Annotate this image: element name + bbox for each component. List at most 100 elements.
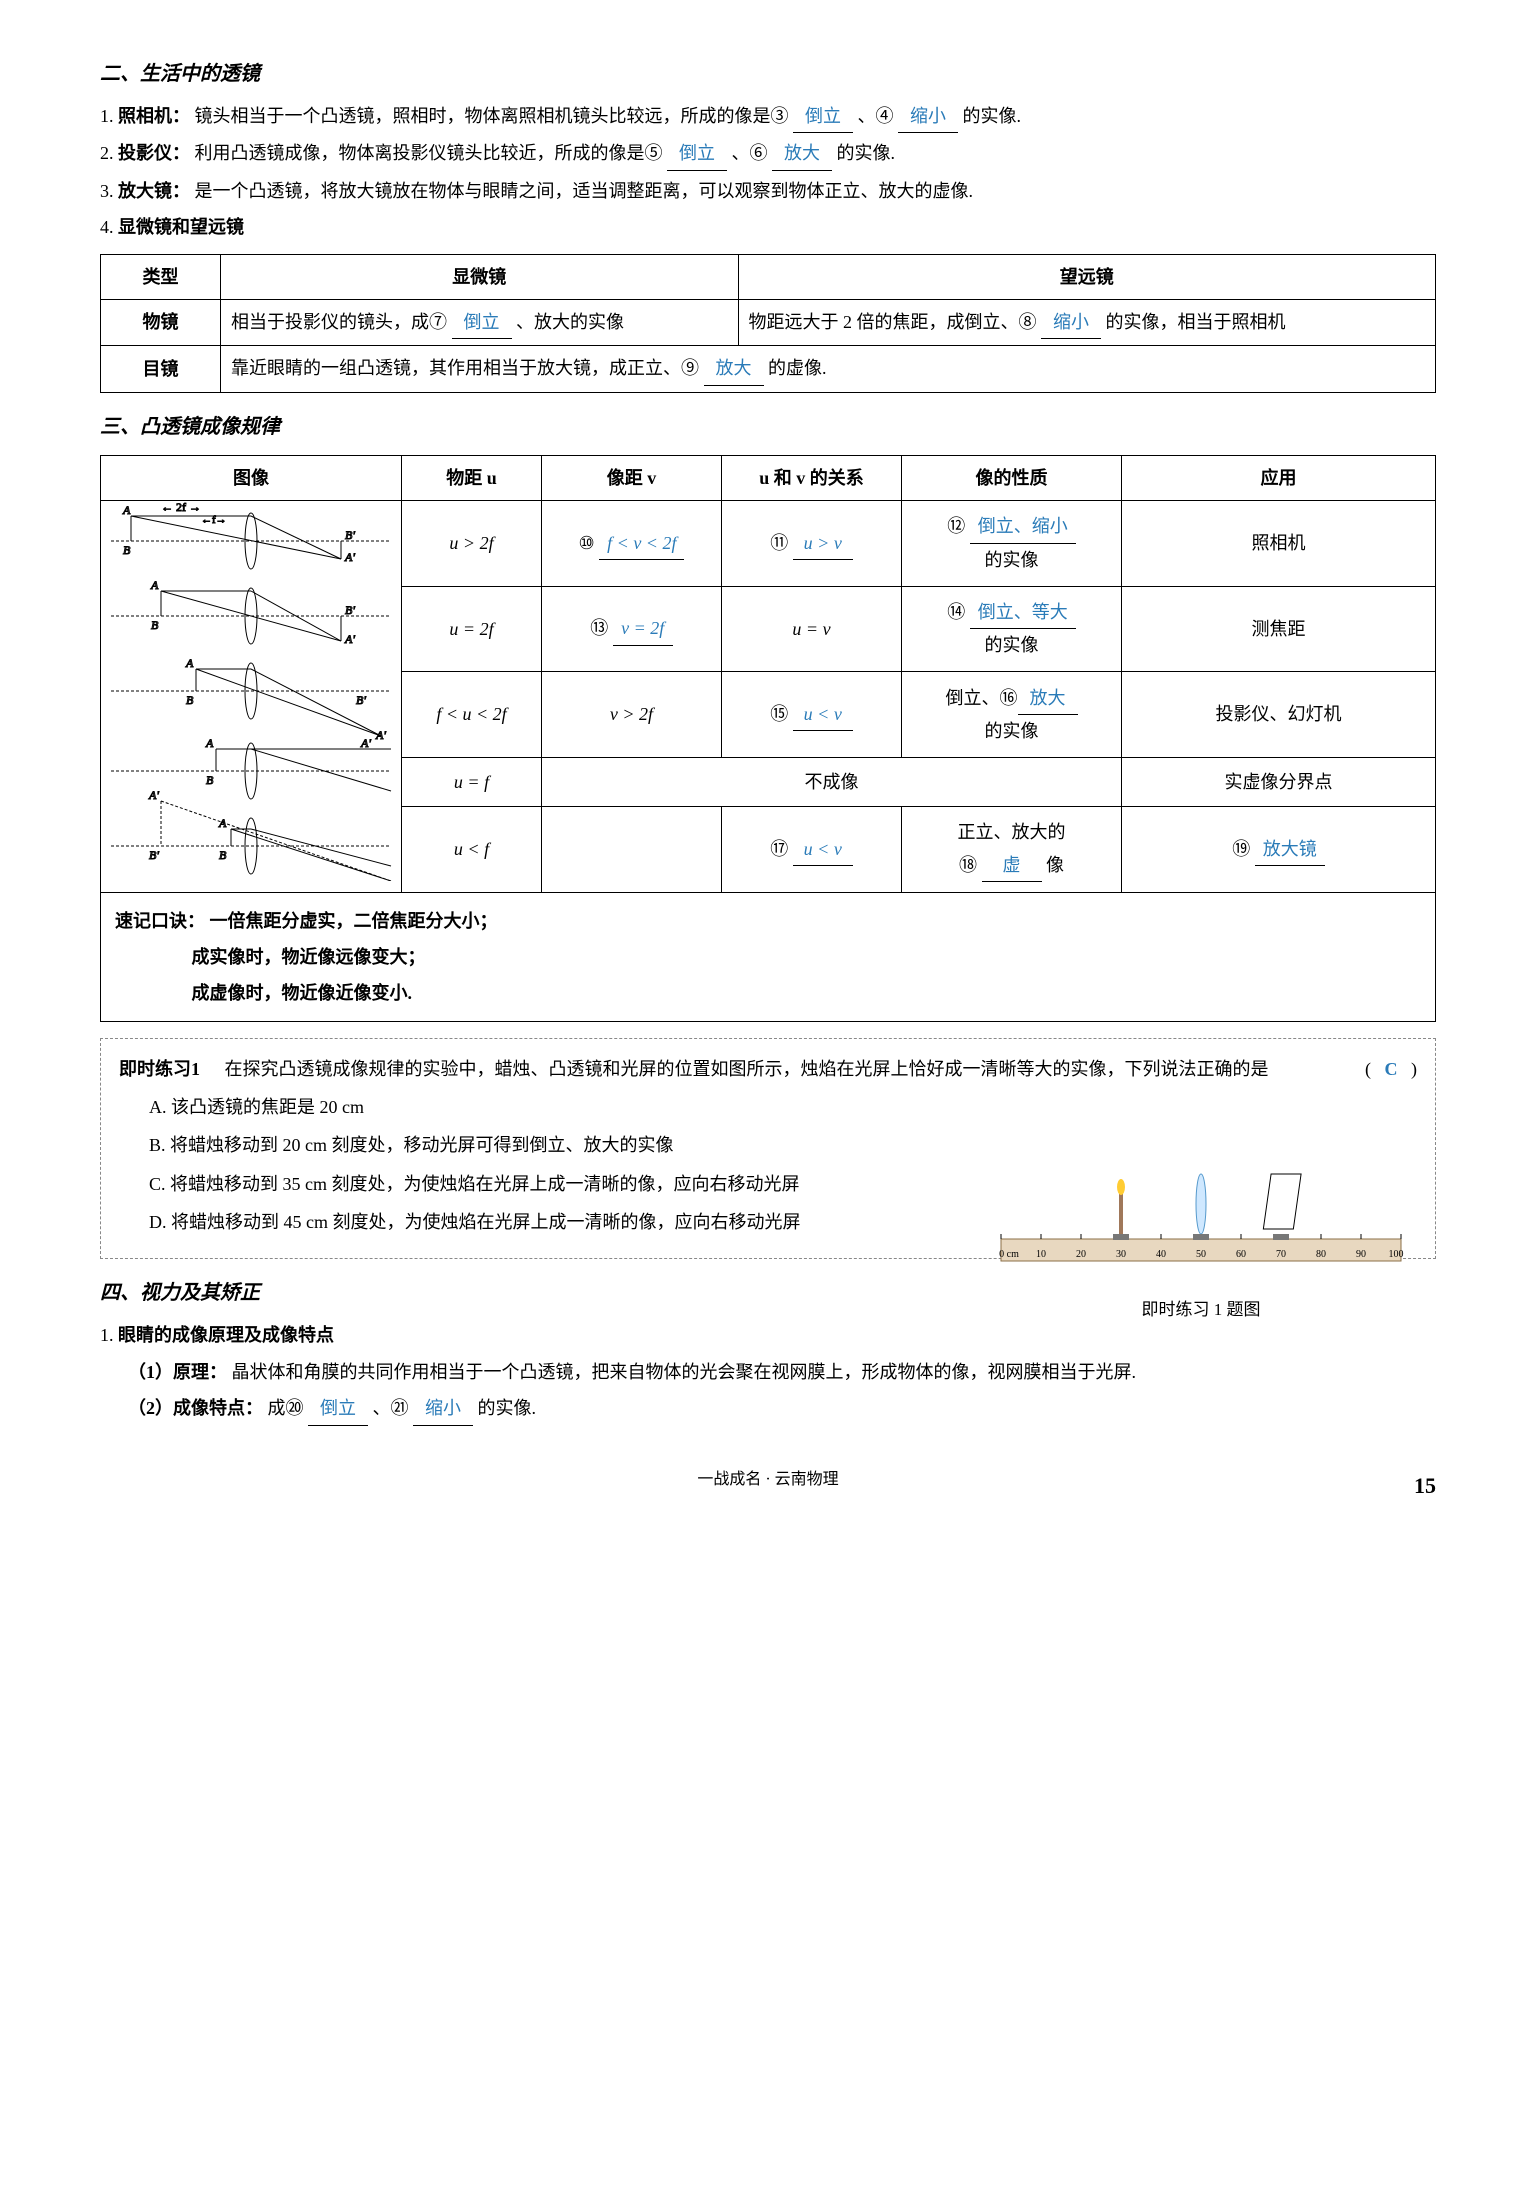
td-prop3: 倒立、⑯放大的实像 (902, 672, 1122, 758)
footer-text: 一战成名 · 云南物理 (697, 1471, 838, 1488)
td-rel2: u = v (722, 586, 902, 672)
svg-text:B': B' (345, 528, 355, 542)
svg-text:40: 40 (1156, 1249, 1166, 1260)
blank-19: 放大镜 (1255, 833, 1325, 866)
td-eyepiece: 目镜 (101, 346, 221, 392)
svg-text:A': A' (344, 550, 355, 564)
blank-5: 倒立 (667, 137, 727, 170)
svg-text:A': A' (344, 632, 355, 646)
svg-text:80: 80 (1316, 1249, 1326, 1260)
svg-text:←f→: ←f→ (201, 514, 227, 526)
td-v2: ⑬ v = 2f (542, 586, 722, 672)
optical-bench-diagram: 0 cm1020 304050 607080 90100 (991, 1139, 1411, 1279)
blank-11: u > v (793, 527, 853, 560)
text: 靠近眼睛的一组凸透镜，其作用相当于放大镜，成正立、⑨ (231, 358, 699, 378)
practice-1: 即时练习1 在探究凸透镜成像规律的实验中，蜡烛、凸透镜和光屏的位置如图所示，烛焰… (100, 1038, 1436, 1260)
paren-r: ) (1411, 1059, 1417, 1079)
blank-10: f < v < 2f (599, 527, 684, 560)
text: 利用凸透镜成像，物体离投影仪镜头比较近，所成的像是⑤ (195, 143, 663, 163)
svg-text:100: 100 (1389, 1249, 1404, 1260)
blank-18: 虚 (982, 849, 1042, 882)
svg-text:A: A (122, 503, 131, 517)
item-projector: 2. 投影仪： 利用凸透镜成像，物体离投影仪镜头比较近，所成的像是⑤ 倒立 、⑥… (100, 137, 1436, 170)
eye-principle: （1）原理： 晶状体和角膜的共同作用相当于一个凸透镜，把来自物体的光会聚在视网膜… (128, 1356, 1436, 1388)
svg-text:10: 10 (1036, 1249, 1046, 1260)
td-u4: u = f (402, 757, 542, 806)
th-v: 像距 v (542, 455, 722, 500)
label: 放大镜： (118, 181, 190, 201)
th-application: 应用 (1122, 455, 1436, 500)
td-rel5: ⑰ u < v (722, 806, 902, 892)
blank-12: 倒立、缩小 (970, 510, 1076, 543)
blank-6: 放大 (772, 137, 832, 170)
practice-figure: 0 cm1020 304050 607080 90100 即时练习 (991, 1139, 1411, 1326)
answer: C (1385, 1059, 1398, 1079)
blank-21: 缩小 (413, 1392, 473, 1425)
td-mnemonic: 速记口诀： 一倍焦距分虚实，二倍焦距分大小； 成实像时，物近像远像变大； 成虚像… (101, 892, 1436, 1021)
td-app1: 照相机 (1122, 501, 1436, 587)
section3-title: 三、凸透镜成像规律 (100, 409, 1436, 445)
label: 显微镜和望远镜 (118, 217, 244, 237)
tip-l3: 成虚像时，物近像近像变小. (192, 983, 413, 1003)
text: 、⑥ (732, 143, 768, 163)
svg-text:A: A (218, 816, 227, 830)
text: 的实像. (478, 1398, 537, 1418)
tip-l1: 一倍焦距分虚实，二倍焦距分大小； (210, 911, 498, 931)
svg-text:A': A' (375, 728, 386, 742)
svg-text:← 2f →: ← 2f → (161, 501, 201, 514)
text: 、放大的实像 (516, 312, 624, 332)
td-u1: u > 2f (402, 501, 542, 587)
td-v5 (542, 806, 722, 892)
tip-l2: 成实像时，物近像远像变大； (192, 947, 426, 967)
td-v3: v > 2f (542, 672, 722, 758)
option-d: D. 将蜡烛移动到 45 cm 刻度处，为使烛焰在光屏上成一清晰的像，应向右移动… (149, 1206, 849, 1238)
option-c: C. 将蜡烛移动到 35 cm 刻度处，为使烛焰在光屏上成一清晰的像，应向右移动… (149, 1168, 849, 1200)
eye-character: （2）成像特点： 成⑳ 倒立 、㉑ 缩小 的实像. (128, 1392, 1436, 1425)
label: 眼睛的成像原理及成像特点 (118, 1325, 334, 1345)
blank-7: 倒立 (452, 306, 512, 339)
item-magnifier: 3. 放大镜： 是一个凸透镜，将放大镜放在物体与眼睛之间，适当调整距离，可以观察… (100, 175, 1436, 207)
text: 的实像. (963, 106, 1022, 126)
th-type: 类型 (101, 254, 221, 299)
num: 3. (100, 181, 114, 201)
svg-text:50: 50 (1196, 1249, 1206, 1260)
svg-text:A': A' (360, 736, 371, 750)
text: 的实像，相当于照相机 (1106, 312, 1286, 332)
svg-text:B': B' (345, 603, 355, 617)
td-u2: u = 2f (402, 586, 542, 672)
num: 2. (100, 143, 114, 163)
td-u3: f < u < 2f (402, 672, 542, 758)
svg-text:B: B (151, 618, 159, 632)
text: 相当于投影仪的镜头，成⑦ (231, 312, 447, 332)
blank-13: v = 2f (613, 612, 673, 645)
label: （1）原理： (128, 1362, 227, 1382)
td-noimage: 不成像 (542, 757, 1122, 806)
td-prop1: ⑫ 倒立、缩小的实像 (902, 501, 1122, 587)
text: 物距远大于 2 倍的焦距，成倒立、⑧ (749, 312, 1037, 332)
blank-20: 倒立 (308, 1392, 368, 1425)
td-app5: ⑲ 放大镜 (1122, 806, 1436, 892)
th-u: 物距 u (402, 455, 542, 500)
item-microscope-telescope: 4. 显微镜和望远镜 (100, 211, 1436, 243)
svg-text:70: 70 (1276, 1249, 1286, 1260)
svg-text:0 cm: 0 cm (999, 1249, 1019, 1260)
svg-text:B: B (123, 543, 131, 557)
tip-label: 速记口诀： (115, 911, 205, 931)
blank-9: 放大 (704, 352, 764, 385)
practice-title: 即时练习1 (119, 1053, 210, 1085)
svg-text:60: 60 (1236, 1249, 1246, 1260)
label: 投影仪： (118, 143, 190, 163)
td-prop2: ⑭ 倒立、等大的实像 (902, 586, 1122, 672)
text: 、㉑ (373, 1398, 409, 1418)
th-relation: u 和 v 的关系 (722, 455, 902, 500)
td-app3: 投影仪、幻灯机 (1122, 672, 1436, 758)
th-telescope: 望远镜 (738, 254, 1436, 299)
label: （2）成像特点： (128, 1398, 263, 1418)
blank-3: 倒立 (793, 100, 853, 133)
option-a: A. 该凸透镜的焦距是 20 cm (149, 1091, 849, 1123)
th-microscope: 显微镜 (221, 254, 739, 299)
td-app4: 实虚像分界点 (1122, 757, 1436, 806)
blank-16: 放大 (1018, 682, 1078, 715)
diagram-cell: A B A'B' ← 2f →←f→ AB A'B' AB A (101, 501, 402, 892)
num: 1. (100, 106, 114, 126)
